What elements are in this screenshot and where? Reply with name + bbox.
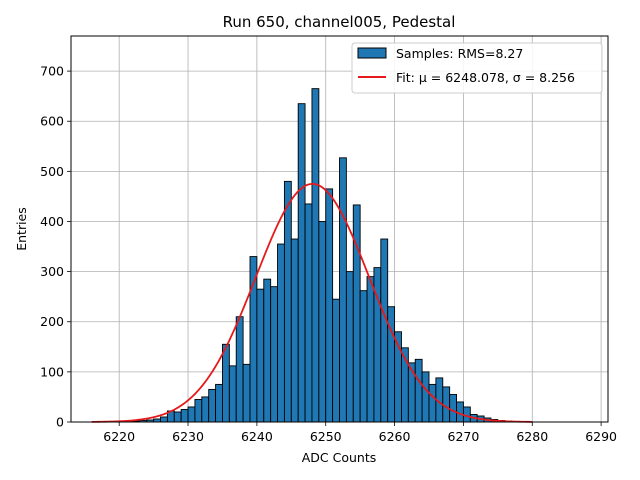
histogram-bar <box>160 416 168 423</box>
y-tick-label: 100 <box>40 364 64 379</box>
histogram-bar <box>366 276 375 423</box>
histogram-bar <box>235 316 244 423</box>
histogram-bar <box>270 286 278 423</box>
histogram-bar <box>428 383 437 423</box>
histogram-bar <box>187 406 196 423</box>
histogram-bar <box>359 290 368 423</box>
histogram-bar <box>352 204 361 423</box>
histogram-bar <box>414 358 423 423</box>
histogram-bar <box>208 388 217 423</box>
histogram-bars <box>111 88 519 423</box>
x-tick-label: 6260 <box>379 429 411 444</box>
y-tick-label: 600 <box>40 114 64 129</box>
histogram-bar <box>311 88 320 423</box>
y-tick-label: 0 <box>56 415 64 430</box>
histogram-bar <box>263 278 272 423</box>
histogram-bar <box>297 103 306 423</box>
histogram-bar <box>242 363 251 423</box>
histogram-bar <box>256 288 265 423</box>
legend-histogram-label: Samples: RMS=8.27 <box>396 46 523 61</box>
y-tick-label: 400 <box>40 214 64 229</box>
legend-box <box>351 42 603 94</box>
x-tick-label: 6250 <box>310 429 342 444</box>
legend-fit-label: Fit: μ = 6248.078, σ = 8.256 <box>396 70 575 85</box>
y-tick-label: 200 <box>40 314 64 329</box>
histogram-bar <box>325 188 334 423</box>
histogram-bar <box>421 371 430 423</box>
histogram-bar <box>222 343 230 423</box>
y-axis-label: Entries <box>14 207 29 251</box>
x-tick-label: 6230 <box>172 429 204 444</box>
histogram-bar <box>215 383 223 423</box>
histogram-bar <box>283 180 292 423</box>
x-tick-label: 6290 <box>585 429 617 444</box>
histogram-bar <box>277 243 285 423</box>
plot-frame <box>70 35 609 423</box>
y-tick-label: 500 <box>40 164 64 179</box>
y-axis-ticks: 0 100 200 300 400 500 600 700 <box>40 64 71 430</box>
y-tick-label: 300 <box>40 264 64 279</box>
x-tick-label: 6220 <box>103 429 135 444</box>
histogram-bar <box>380 238 389 423</box>
x-tick-label: 6280 <box>516 429 548 444</box>
histogram-bar <box>180 409 189 423</box>
histogram-bar <box>228 365 237 423</box>
histogram-bar <box>290 238 299 423</box>
histogram-bar <box>318 221 327 423</box>
y-tick-label: 700 <box>40 64 64 79</box>
histogram-bar <box>449 393 457 423</box>
x-tick-label: 6270 <box>448 429 480 444</box>
legend: Samples: RMS=8.27 Fit: μ = 6248.078, σ =… <box>351 42 603 94</box>
x-axis-ticks: 6220 6230 6240 6250 6260 6270 6280 6290 <box>103 422 617 444</box>
histogram-bar <box>339 157 347 423</box>
histogram-bar <box>173 411 182 423</box>
legend-histogram-swatch <box>357 47 387 59</box>
histogram-bar <box>345 271 354 423</box>
histogram-bar <box>201 396 210 423</box>
fit-curve <box>91 182 533 423</box>
histogram-bar <box>194 398 203 423</box>
histogram-bar <box>332 298 340 423</box>
histogram-bar <box>304 203 313 423</box>
x-tick-label: 6240 <box>241 429 273 444</box>
chart-title: Run 650, channel005, Pedestal <box>223 13 456 31</box>
x-axis-label: ADC Counts <box>302 450 377 465</box>
